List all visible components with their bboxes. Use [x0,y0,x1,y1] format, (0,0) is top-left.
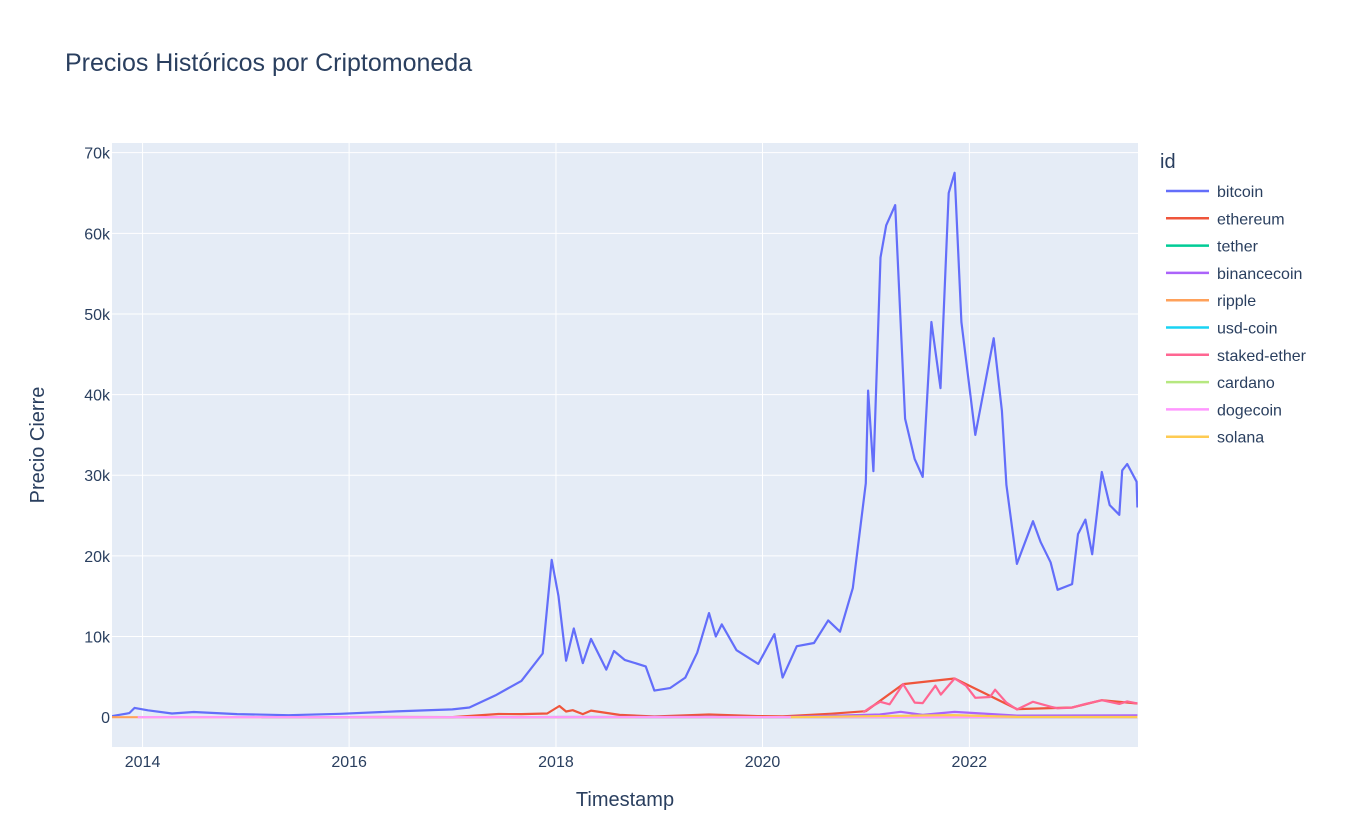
series-line-solana [790,713,1138,719]
y-tick-label: 70k [84,146,111,163]
legend-label: ripple [1217,293,1256,310]
legend-item-cardano[interactable]: cardano [1166,375,1275,392]
legend-label: staked-ether [1217,348,1307,365]
x-tick-label: 2020 [745,754,781,771]
legend-label: bitcoin [1217,184,1263,201]
legend-label: usd-coin [1217,321,1277,338]
legend[interactable]: id bitcoin ethereum tether binancecoin rippl… [1160,151,1307,447]
x-tick-label: 2018 [538,754,574,771]
x-tick-label: 2014 [125,754,161,771]
series-line-staked-ether [862,677,1138,714]
legend-label: cardano [1217,375,1275,392]
legend-label: solana [1217,430,1264,447]
y-tick-label: 10k [84,630,111,647]
y-axis-ticks: 0 10k 20k 30k 40k 50k 60k 70k [84,146,111,727]
chart-title: Precios Históricos por Criptomoneda [65,49,472,77]
series-line-bitcoin [112,171,1138,718]
y-tick-label: 20k [84,549,111,566]
y-tick-label: 0 [101,710,110,727]
y-tick-label: 60k [84,226,111,243]
y-tick-label: 30k [84,468,111,485]
plot-area [112,143,1138,747]
x-tick-label: 2016 [331,754,367,771]
y-tick-label: 50k [84,307,111,324]
x-tick-label: 2022 [952,754,988,771]
x-axis-ticks: 2014 2016 2018 2020 2022 [125,754,987,771]
legend-label: tether [1217,239,1259,256]
legend-item-staked-ether[interactable]: staked-ether [1166,348,1307,365]
legend-label: dogecoin [1217,402,1282,419]
legend-item-solana[interactable]: solana [1166,430,1264,447]
legend-item-ethereum[interactable]: ethereum [1166,211,1285,228]
legend-title: id [1160,151,1176,173]
legend-label: ethereum [1217,211,1285,228]
plot-lines [112,171,1138,719]
series-line-ethereum [307,677,1138,719]
x-axis-title: Timestamp [576,789,674,811]
legend-item-bitcoin[interactable]: bitcoin [1166,184,1263,201]
legend-item-dogecoin[interactable]: dogecoin [1166,402,1282,419]
legend-item-ripple[interactable]: ripple [1166,293,1256,310]
legend-label: binancecoin [1217,266,1302,283]
legend-item-binancecoin[interactable]: binancecoin [1166,266,1302,283]
y-tick-label: 40k [84,388,111,405]
legend-item-usd-coin[interactable]: usd-coin [1166,321,1277,338]
legend-item-tether[interactable]: tether [1166,239,1259,256]
y-axis-title: Precio Cierre [27,387,49,504]
